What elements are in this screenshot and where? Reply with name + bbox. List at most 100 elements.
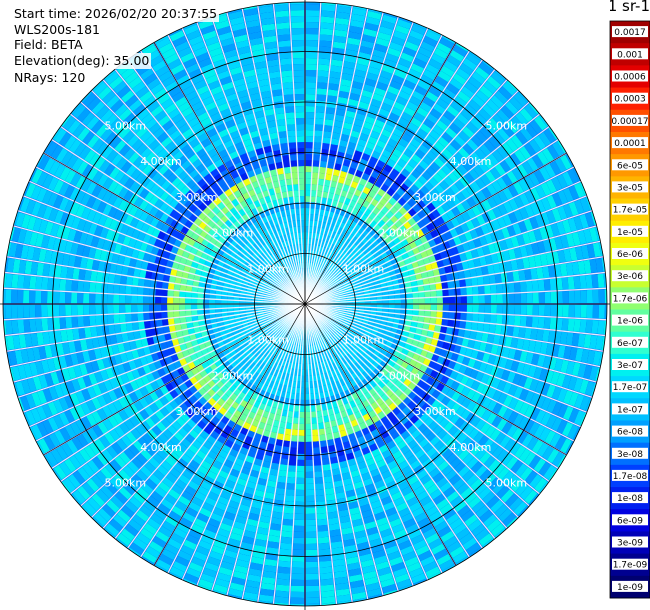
ray-cell [233, 212, 242, 220]
ray-cell [245, 366, 252, 374]
ray-cell [559, 331, 568, 345]
ray-cell [355, 320, 362, 326]
ray-cell [128, 547, 141, 557]
ray-cell [437, 460, 449, 472]
ray-cell [583, 364, 593, 380]
ray-cell [258, 274, 265, 280]
ray-cell [266, 480, 277, 488]
ray-cell [432, 472, 445, 484]
ray-cell [42, 263, 51, 277]
ray-cell [95, 293, 102, 304]
ray-cell [101, 304, 108, 314]
ray-cell [162, 274, 170, 282]
ray-cell [353, 118, 364, 127]
ray-cell [142, 364, 152, 375]
ray-cell [254, 268, 262, 275]
ray-cell [278, 270, 284, 276]
ray-cell [260, 261, 267, 268]
ray-cell [277, 28, 290, 36]
ray-cell [96, 359, 106, 371]
ray-cell [45, 451, 58, 467]
ray-cell [571, 333, 580, 347]
ray-cell [262, 460, 271, 469]
ray-cell [367, 336, 375, 343]
ray-cell [427, 571, 442, 580]
ray-cell [254, 321, 262, 326]
ray-cell [207, 178, 217, 188]
ray-cell [350, 357, 357, 365]
ray-cell [557, 388, 568, 403]
ray-cell [494, 324, 502, 335]
ray-cell [272, 238, 278, 246]
ray-cell [184, 448, 196, 459]
ray-cell [53, 278, 61, 291]
ray-cell [267, 59, 280, 67]
ray-cell [235, 357, 243, 364]
ray-cell [220, 108, 232, 118]
ray-cell [30, 261, 39, 275]
ray-cell [334, 412, 342, 420]
ray-cell [334, 576, 349, 585]
ray-cell [265, 287, 273, 291]
ray-cell [203, 225, 212, 234]
ray-cell [176, 74, 190, 86]
ray-cell [367, 463, 378, 472]
ray-cell [86, 386, 97, 399]
ray-cell [406, 304, 413, 310]
ray-cell [353, 524, 365, 533]
ray-cell [148, 236, 157, 246]
ray-cell [246, 580, 260, 589]
ray-cell [144, 445, 156, 457]
ray-cell [196, 512, 210, 523]
ray-cell [475, 528, 490, 542]
ray-cell [305, 196, 311, 203]
ray-cell [562, 304, 569, 317]
ray-cell [510, 337, 519, 349]
ray-cell [283, 328, 289, 335]
ray-cell [284, 172, 292, 180]
ray-cell [370, 428, 380, 438]
ray-cell [352, 175, 361, 184]
ray-cell [409, 567, 424, 579]
ray-cell [449, 518, 463, 530]
ray-cell [316, 88, 327, 96]
ray-cell [275, 329, 281, 336]
ray-cell [490, 344, 499, 355]
ray-cell [355, 455, 365, 464]
ray-cell [344, 369, 351, 377]
ray-cell [234, 437, 244, 447]
ray-cell [325, 325, 331, 331]
ray-cell [316, 410, 323, 418]
ray-cell [366, 437, 376, 447]
ray-cell [551, 417, 563, 432]
ray-cell [248, 377, 256, 385]
ray-cell [466, 400, 477, 412]
ray-cell [404, 41, 419, 52]
ray-cell [341, 364, 348, 372]
ray-cell [512, 326, 520, 338]
ray-cell [544, 430, 556, 445]
ray-cell [227, 300, 234, 304]
ray-cell [380, 496, 393, 506]
ray-cell [454, 445, 466, 457]
ray-cell [348, 167, 357, 175]
ray-cell [319, 246, 324, 253]
ray-cell [144, 203, 154, 214]
ray-cell [502, 382, 512, 394]
ray-cell [90, 326, 98, 338]
ray-cell [266, 234, 273, 242]
ray-cell [260, 466, 270, 475]
ray-cell [280, 353, 286, 360]
ray-cell [262, 342, 269, 349]
ray-cell [292, 417, 299, 424]
ray-cell [109, 263, 118, 274]
ray-cell [47, 176, 59, 191]
ray-cell [497, 392, 508, 405]
ray-cell [520, 466, 533, 481]
ray-cell [210, 512, 223, 523]
ray-cell [179, 316, 187, 324]
ray-cell [6, 335, 15, 350]
ray-cell [237, 383, 245, 392]
ray-cell [245, 359, 253, 367]
ray-cell [387, 317, 394, 323]
